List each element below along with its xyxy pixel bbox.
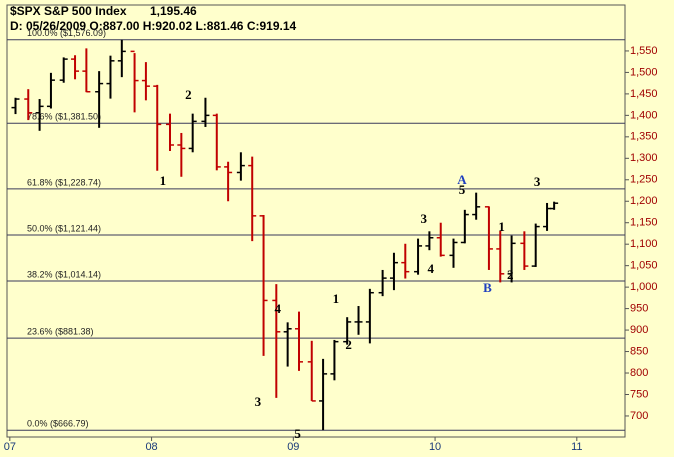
wave-label: 5 — [459, 182, 466, 197]
wave-label: 1 — [498, 219, 505, 234]
fib-label: 38.2% ($1,014.14) — [27, 269, 101, 279]
x-tick-label: 10 — [429, 441, 441, 453]
fib-label: 78.6% ($1,381.50) — [27, 112, 101, 122]
wave-label: 3 — [420, 211, 427, 226]
y-tick-label: 800 — [630, 367, 648, 379]
x-tick-label: 08 — [145, 441, 157, 453]
wave-label: 2 — [185, 87, 192, 102]
wave-label: 4 — [274, 301, 281, 316]
fib-label: 50.0% ($1,121.44) — [27, 223, 101, 233]
x-tick-label: 07 — [4, 441, 16, 453]
wave-label: 3 — [534, 174, 541, 189]
y-tick-label: 1,200 — [630, 195, 658, 207]
y-tick-label: 950 — [630, 303, 648, 315]
x-tick-label: 09 — [287, 441, 299, 453]
wave-label: B — [483, 280, 492, 295]
y-tick-label: 1,300 — [630, 152, 658, 164]
fib-label: 100.0% ($1,576.09) — [27, 28, 106, 38]
y-tick-label: 1,050 — [630, 260, 658, 272]
wave-label: 1 — [160, 173, 167, 188]
wave-label: 1 — [333, 291, 340, 306]
y-tick-label: 1,000 — [630, 281, 658, 293]
y-tick-label: 1,500 — [630, 66, 658, 78]
x-tick-label: 11 — [571, 441, 582, 453]
fib-label: 0.0% ($666.79) — [27, 419, 89, 429]
y-tick-label: 700 — [630, 410, 648, 422]
y-tick-label: 1,450 — [630, 88, 658, 100]
y-tick-label: 1,400 — [630, 109, 658, 121]
y-tick-label: 850 — [630, 345, 648, 357]
wave-label: 4 — [428, 261, 435, 276]
wave-label: 5 — [294, 426, 301, 441]
y-tick-label: 1,550 — [630, 45, 658, 57]
y-tick-label: 1,350 — [630, 131, 658, 143]
wave-label: 2 — [345, 337, 352, 352]
y-tick-label: 1,150 — [630, 217, 658, 229]
fib-label: 23.6% ($881.38) — [27, 326, 94, 336]
last-price: 1,195.46 — [150, 4, 197, 18]
y-tick-label: 1,100 — [630, 238, 658, 250]
wave-label: 3 — [255, 394, 262, 409]
fib-label: 61.8% ($1,228.74) — [27, 177, 101, 187]
y-tick-label: 900 — [630, 324, 648, 336]
wave-label: A — [457, 172, 467, 187]
y-tick-label: 1,250 — [630, 174, 658, 186]
y-tick-label: 750 — [630, 388, 648, 400]
plot-frame — [6, 4, 626, 438]
chart-title: $SPX S&P 500 Index — [10, 4, 127, 18]
bar-info: D: 05/26/2009 O:887.00 H:920.02 L:881.46… — [10, 19, 297, 33]
wave-label: 2 — [507, 267, 514, 282]
